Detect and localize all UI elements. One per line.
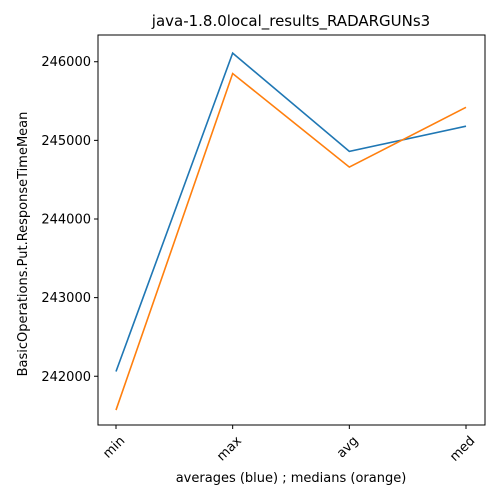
x-axis-label: averages (blue) ; medians (orange) <box>176 471 407 486</box>
y-tick-label: 242000 <box>41 370 91 385</box>
y-axis-label: BasicOperations.Put.ResponseTimeMean <box>16 112 31 377</box>
chart-title: java-1.8.0local_results_RADARGUNs3 <box>151 12 430 31</box>
y-tick-label: 246000 <box>41 55 91 70</box>
x-tick-label: max <box>214 433 245 464</box>
y-tick-label: 243000 <box>41 291 91 306</box>
plot-area: 242000 243000 244000 245000 246000 min max avg m… <box>41 34 486 465</box>
series-line-0 <box>115 51 467 372</box>
plot-frame <box>97 34 486 426</box>
series-line-1 <box>115 72 467 411</box>
x-tick-label: med <box>447 434 478 465</box>
x-tick-label: min <box>100 434 128 462</box>
y-tick-label: 245000 <box>41 134 91 149</box>
y-tick-label: 244000 <box>41 212 91 227</box>
x-tick-label: avg <box>334 434 362 462</box>
